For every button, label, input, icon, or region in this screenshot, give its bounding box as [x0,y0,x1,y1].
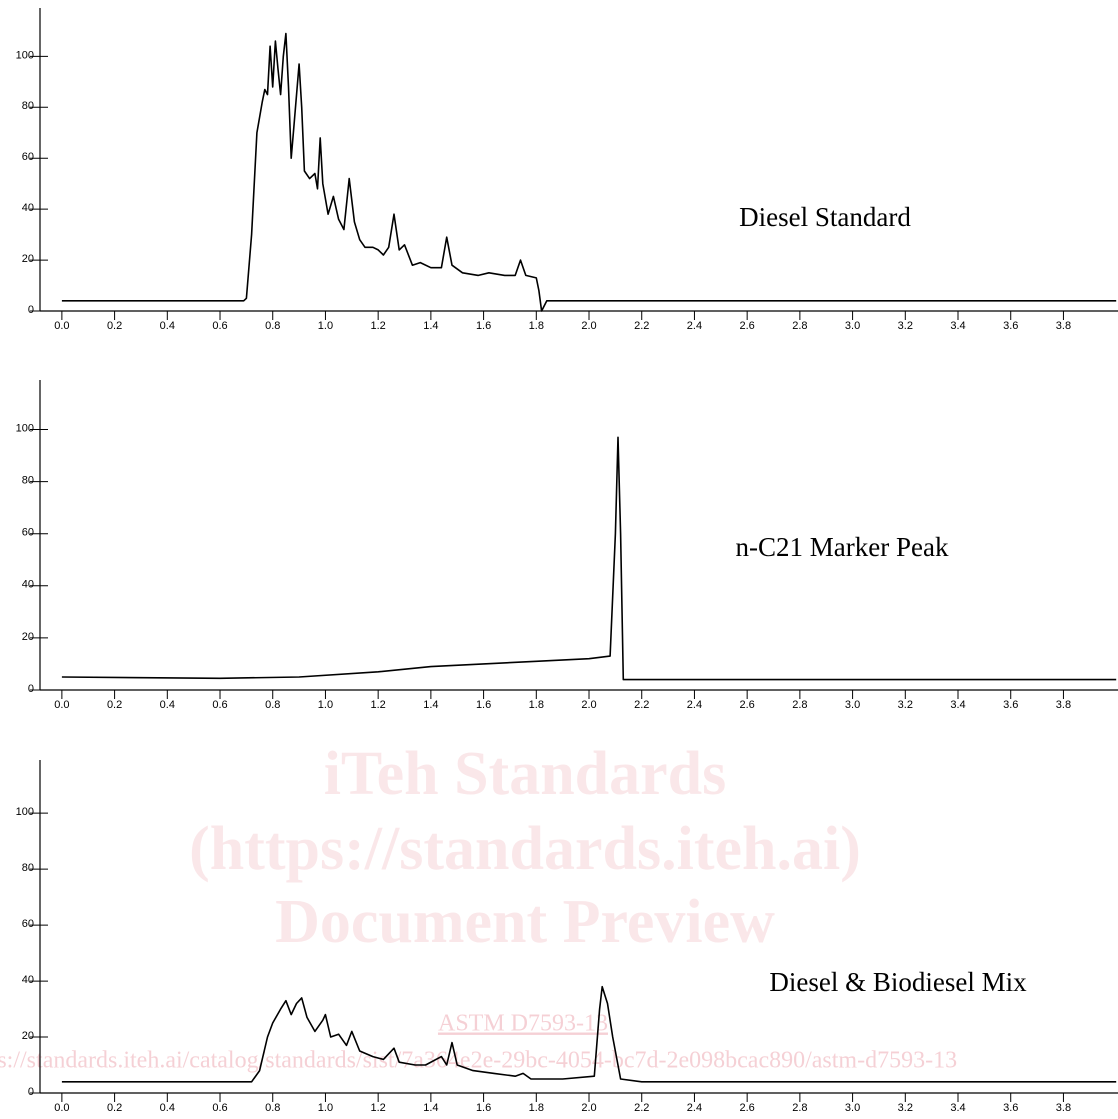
x-tick-label: 0.2 [107,699,122,711]
annotation: n-C21 Marker Peak [736,532,949,562]
y-tick-label: 0 [28,304,34,316]
x-tick-label: 2.2 [634,1102,649,1114]
x-tick-label: 1.0 [318,320,333,332]
x-tick-label: 2.4 [687,320,702,332]
x-tick-label: 3.8 [1056,1102,1071,1114]
x-tick-label: 3.0 [845,320,860,332]
x-tick-label: 1.6 [476,1102,491,1114]
x-tick-label: 3.4 [950,320,965,332]
x-tick-label: 3.0 [845,699,860,711]
x-tick-label: 0.6 [212,1102,227,1114]
x-tick-label: 2.0 [581,699,596,711]
chart-panel: 0 20 40 60 80 100 0.0 0.2 0.4 0.6 0.8 1.0 1.2 1.4 1.6 1… [16,8,1118,332]
y-tick-label: 100 [16,49,34,61]
chromatogram-line [61,32,1117,312]
watermark-standard[interactable]: ASTM D7593-13 [438,1011,608,1037]
y-tick-label: 80 [22,100,34,112]
watermark-title: iTeh Standards [324,740,727,808]
y-tick-label: 0 [28,1086,34,1098]
y-tick-label: 80 [22,475,34,487]
watermark-link[interactable]: https://standards.iteh.ai/catalog/standa… [0,1048,957,1074]
x-tick-label: 2.8 [792,699,807,711]
x-tick-label: 2.6 [740,699,755,711]
x-tick-label: 0.8 [265,320,280,332]
x-tick-label: 0.2 [107,1102,122,1114]
y-tick-label: 40 [22,974,34,986]
x-tick-label: 3.4 [950,699,965,711]
x-tick-label: 3.2 [898,320,913,332]
x-tick-label: 2.8 [792,1102,807,1114]
y-tick-label: 20 [22,253,34,265]
x-tick-label: 3.6 [1003,320,1018,332]
y-tick-label: 100 [16,422,34,434]
x-tick-label: 2.2 [634,320,649,332]
y-tick-label: 40 [22,202,34,214]
x-tick-label: 3.8 [1056,699,1071,711]
x-tick-label: 2.0 [581,1102,596,1114]
watermark-subtitle: Document Preview [275,888,775,956]
x-tick-label: 3.0 [845,1102,860,1114]
x-tick-label: 1.0 [318,1102,333,1114]
x-tick-label: 2.8 [792,320,807,332]
x-tick-label: 1.0 [318,699,333,711]
chart-panel: 0 20 40 60 80 100 0.0 0.2 0.4 0.6 0.8 1.0 1.2 1.4 1.6 1… [16,760,1118,1114]
x-tick-label: 1.8 [529,1102,544,1114]
chromatogram-line [61,436,1117,681]
x-tick-label: 1.8 [529,699,544,711]
y-tick-label: 20 [22,631,34,643]
x-tick-label: 0.8 [265,699,280,711]
x-tick-label: 2.2 [634,699,649,711]
x-tick-label: 0.0 [54,320,69,332]
x-tick-label: 2.6 [740,1102,755,1114]
y-tick-label: 40 [22,579,34,591]
x-tick-label: 3.2 [898,1102,913,1114]
x-tick-label: 0.6 [212,320,227,332]
x-tick-label: 1.6 [476,699,491,711]
x-tick-label: 3.4 [950,1102,965,1114]
y-tick-label: 100 [16,806,34,818]
y-tick-label: 60 [22,918,34,930]
watermark: iTeh Standards (https://standards.iteh.a… [0,740,957,1073]
x-tick-label: 3.6 [1003,1102,1018,1114]
y-tick-label: 20 [22,1030,34,1042]
x-tick-label: 3.6 [1003,699,1018,711]
x-tick-label: 0.8 [265,1102,280,1114]
x-tick-label: 2.4 [687,699,702,711]
x-tick-label: 1.6 [476,320,491,332]
x-tick-label: 0.6 [212,699,227,711]
x-tick-label: 0.4 [160,1102,175,1114]
x-tick-label: 2.0 [581,320,596,332]
x-tick-label: 2.4 [687,1102,702,1114]
x-tick-label: 2.6 [740,320,755,332]
watermark-url: (https://standards.iteh.ai) [189,815,861,883]
x-tick-label: 0.4 [160,320,175,332]
x-tick-label: 1.2 [371,1102,386,1114]
x-tick-label: 0.4 [160,699,175,711]
y-tick-label: 60 [22,151,34,163]
x-tick-label: 0.0 [54,1102,69,1114]
x-tick-label: 3.8 [1056,320,1071,332]
chart-panel: 0 20 40 60 80 100 0.0 0.2 0.4 0.6 0.8 1.0 1.2 1.4 1.6 1… [16,380,1118,711]
y-tick-label: 0 [28,683,34,695]
y-tick-label: 80 [22,862,34,874]
x-tick-label: 0.0 [54,699,69,711]
x-tick-label: 1.8 [529,320,544,332]
y-tick-label: 60 [22,527,34,539]
x-tick-label: 1.2 [371,320,386,332]
x-tick-label: 0.2 [107,320,122,332]
chromatogram-line [61,985,1117,1083]
x-tick-label: 3.2 [898,699,913,711]
annotation: Diesel & Biodiesel Mix [769,967,1027,997]
x-tick-label: 1.4 [423,320,438,332]
x-tick-label: 1.4 [423,699,438,711]
x-tick-label: 1.4 [423,1102,438,1114]
annotation: Diesel Standard [739,202,911,232]
x-tick-label: 1.2 [371,699,386,711]
